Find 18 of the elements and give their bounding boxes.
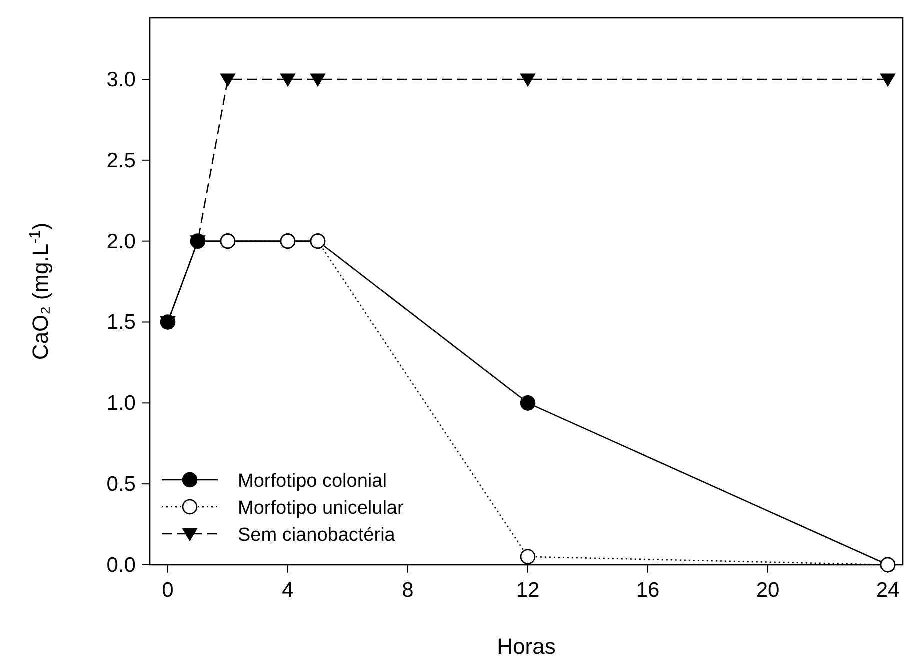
y-tick-label: 2.5 bbox=[106, 149, 136, 172]
x-axis-title: Horas bbox=[497, 634, 556, 659]
x-tick-label: 12 bbox=[516, 579, 540, 602]
y-tick-label: 0.5 bbox=[106, 473, 136, 496]
x-tick-label: 8 bbox=[402, 579, 414, 602]
x-tick-label: 16 bbox=[636, 579, 660, 602]
legend-label: Morfotipo colonial bbox=[238, 471, 387, 492]
x-tick-label: 24 bbox=[876, 579, 900, 602]
y-tick-label: 3.0 bbox=[106, 68, 136, 92]
y-tick-label: 2.0 bbox=[106, 230, 136, 254]
y-tick-label: 1.5 bbox=[106, 311, 136, 334]
x-tick-label: 20 bbox=[756, 579, 780, 602]
y-tick-label: 0.0 bbox=[106, 554, 136, 577]
x-tick-label: 4 bbox=[282, 579, 294, 602]
legend-label: Sem cianobactéria bbox=[238, 525, 396, 546]
x-tick-label: 0 bbox=[162, 579, 174, 602]
y-tick-label: 1.0 bbox=[106, 392, 136, 416]
legend-label: Morfotipo unicelular bbox=[238, 498, 404, 519]
